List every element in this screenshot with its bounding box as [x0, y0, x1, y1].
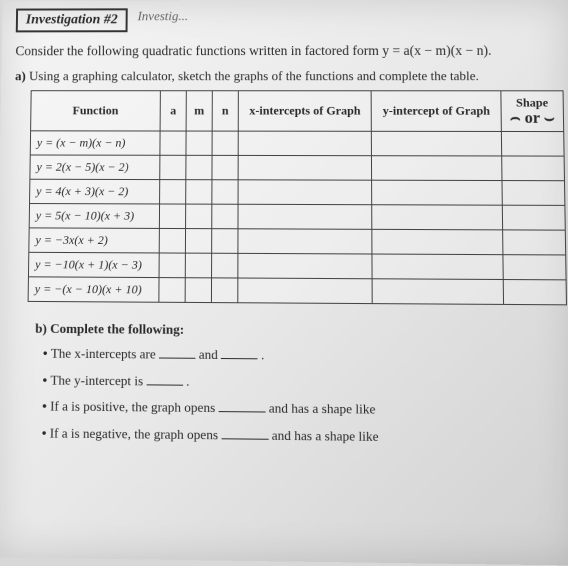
func-cell: y = 5(x − 10)(x + 3)	[29, 204, 159, 229]
li-pre: If a is negative, the graph opens	[50, 425, 218, 442]
func-cell: y = 4(x + 3)(x − 2)	[30, 179, 160, 204]
cell-yint[interactable]	[372, 132, 502, 157]
li-post: .	[186, 373, 189, 389]
cell-yint[interactable]	[372, 205, 502, 230]
li-pre: If a is positive, the graph opens	[50, 398, 215, 415]
li-post: and has a shape like	[269, 400, 376, 417]
th-m: m	[186, 91, 212, 131]
cell-n[interactable]	[212, 131, 238, 155]
list-item: If a is positive, the graph opens and ha…	[42, 396, 563, 421]
cell-xint[interactable]	[238, 254, 373, 279]
cell-n[interactable]	[212, 180, 238, 205]
list-item: The x-intercepts are and .	[43, 343, 562, 367]
table-row: y = −(x − 10)(x + 10)	[28, 277, 566, 305]
intro-text: Consider the following quadratic functio…	[15, 42, 557, 61]
cell-xint[interactable]	[238, 180, 372, 205]
cell-a[interactable]	[159, 278, 185, 303]
cell-a[interactable]	[160, 180, 186, 204]
cell-a[interactable]	[159, 229, 185, 254]
cell-a[interactable]	[159, 204, 185, 229]
func-cell: y = (x − m)(x − n)	[30, 131, 160, 155]
li-post: .	[261, 347, 264, 363]
part-a-text: Using a graphing calculator, sketch the …	[29, 68, 479, 83]
cell-a[interactable]	[160, 155, 186, 179]
func-cell: y = 2(x − 5)(x − 2)	[30, 155, 160, 180]
part-b: b) Complete the following: The x-interce…	[34, 321, 563, 449]
list-item: If a is negative, the graph opens and ha…	[42, 423, 563, 449]
cell-a[interactable]	[160, 131, 186, 155]
blank-input[interactable]	[159, 347, 196, 359]
table-row: y = −10(x + 1)(x − 3)	[28, 253, 566, 281]
blank-input[interactable]	[146, 373, 183, 385]
investigation-cutoff: Investig...	[137, 8, 188, 24]
table-row: y = 2(x − 5)(x − 2)	[30, 155, 565, 181]
cell-m[interactable]	[186, 180, 212, 205]
list-item: The y-intercept is .	[42, 370, 562, 395]
shape-icons: ⌢ or ⌣	[510, 111, 555, 127]
li-pre: The y-intercept is	[50, 372, 143, 388]
func-cell: y = −3x(x + 2)	[29, 228, 160, 253]
th-function: Function	[31, 91, 161, 131]
li-mid: and	[199, 347, 218, 363]
li-post: and has a shape like	[272, 427, 379, 444]
blank-input[interactable]	[221, 427, 268, 440]
part-b-title: Complete the following:	[50, 321, 184, 337]
cell-n[interactable]	[212, 229, 238, 254]
cell-yint[interactable]	[372, 156, 502, 181]
investigation-box: Investigation #2	[16, 8, 128, 32]
table-row: y = 5(x − 10)(x + 3)	[29, 204, 565, 231]
table-row: y = (x − m)(x − n)	[30, 131, 564, 156]
cell-m[interactable]	[186, 131, 212, 155]
cell-n[interactable]	[212, 204, 238, 229]
cell-yint[interactable]	[373, 279, 504, 305]
function-table: Function a m n x-intercepts of Graph y-i…	[28, 90, 567, 305]
th-n: n	[212, 91, 238, 131]
cell-yint[interactable]	[372, 254, 503, 279]
cell-shape[interactable]	[502, 181, 565, 206]
cell-n[interactable]	[212, 156, 238, 180]
cell-m[interactable]	[186, 156, 212, 180]
th-shape: Shape ⌢ or ⌣	[501, 91, 564, 132]
cell-xint[interactable]	[238, 229, 373, 254]
cell-m[interactable]	[186, 204, 212, 229]
cell-shape[interactable]	[503, 230, 566, 255]
cell-yint[interactable]	[372, 230, 503, 255]
cell-shape[interactable]	[502, 156, 565, 181]
part-a-label: a)	[15, 68, 26, 83]
func-cell: y = −10(x + 1)(x − 3)	[28, 253, 159, 278]
cell-xint[interactable]	[238, 131, 372, 156]
blank-input[interactable]	[219, 400, 266, 413]
table-row: y = 4(x + 3)(x − 2)	[30, 179, 565, 205]
table-row: y = −3x(x + 2)	[29, 228, 566, 255]
li-pre: The x-intercepts are	[51, 345, 156, 361]
blank-input[interactable]	[221, 347, 258, 359]
cell-xint[interactable]	[238, 156, 372, 181]
cell-yint[interactable]	[372, 180, 502, 205]
cell-m[interactable]	[185, 253, 211, 278]
cell-a[interactable]	[159, 253, 185, 278]
part-b-label: b)	[35, 321, 47, 337]
cell-xint[interactable]	[238, 204, 372, 229]
func-cell: y = −(x − 10)(x + 10)	[28, 277, 159, 302]
cell-m[interactable]	[185, 278, 211, 303]
th-yint: y-intercept of Graph	[372, 91, 502, 132]
th-shape-label: Shape	[507, 96, 556, 111]
cell-shape[interactable]	[503, 280, 566, 305]
th-xint: x-intercepts of Graph	[238, 91, 372, 132]
cell-shape[interactable]	[501, 132, 564, 157]
cell-shape[interactable]	[503, 255, 566, 280]
part-a: a) Using a graphing calculator, sketch t…	[15, 68, 557, 84]
th-a: a	[160, 91, 186, 131]
cell-n[interactable]	[211, 278, 237, 303]
cell-m[interactable]	[185, 229, 211, 254]
cell-n[interactable]	[212, 253, 238, 278]
cell-xint[interactable]	[238, 278, 373, 304]
cell-shape[interactable]	[502, 205, 565, 230]
